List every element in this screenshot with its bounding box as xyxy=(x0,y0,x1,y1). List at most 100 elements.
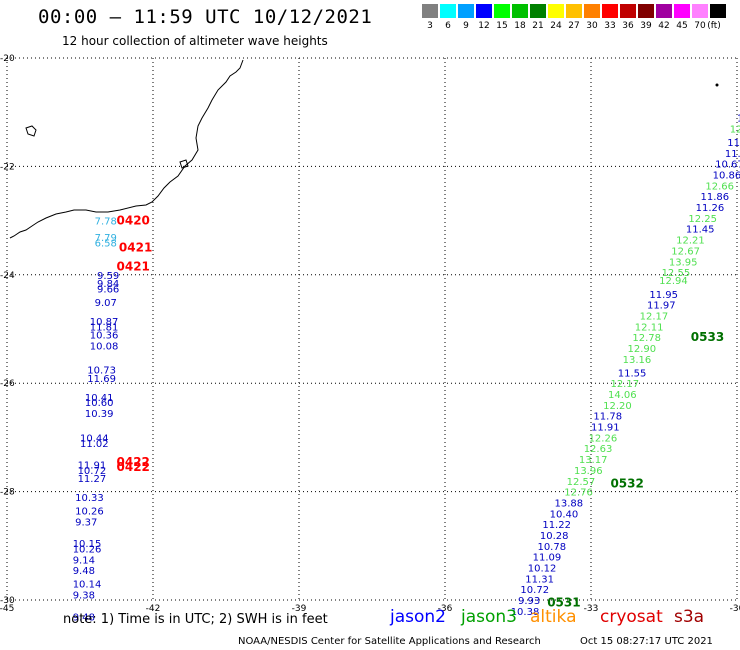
scale-swatch xyxy=(656,4,672,18)
track-time-label: 0533 xyxy=(691,330,724,344)
wave-height-value: 10 xyxy=(737,114,740,125)
wave-height-value: 11.02 xyxy=(80,439,109,450)
wave-height-value: 13.95 xyxy=(669,257,698,268)
chart-subtitle: 12 hour collection of altimeter wave hei… xyxy=(62,34,328,48)
wave-height-value: 12.17 xyxy=(640,311,669,322)
scale-swatch xyxy=(440,4,456,18)
legend-jason3: jason3 xyxy=(461,607,517,627)
wave-height-value: 9.37 xyxy=(75,517,97,528)
wave-height-value: 14.06 xyxy=(608,390,637,401)
wave-height-value: 11.22 xyxy=(542,520,571,531)
wave-height-value: 12.17 xyxy=(610,379,639,390)
wave-height-value: 10.44 xyxy=(80,433,109,444)
wave-height-value: 9.93 xyxy=(518,596,540,607)
lon-tick-label: -30 xyxy=(730,604,740,614)
wave-height-value: 10.08 xyxy=(90,341,119,352)
lon-tick-label: -36 xyxy=(438,604,453,614)
wave-height-value: 13.96 xyxy=(574,466,603,477)
wave-height-value: 12.67 xyxy=(671,246,700,257)
wave-height-value: 12.20 xyxy=(603,401,632,412)
scale-label: 9 xyxy=(463,21,469,31)
lat-tick-label: -26 xyxy=(0,379,15,389)
island-shape xyxy=(25,125,37,137)
wave-height-value: 11.69 xyxy=(87,374,116,385)
lat-tick-label: -30 xyxy=(0,596,15,606)
legend-note: note: 1) Time is in UTC; 2) SWH is in fe… xyxy=(63,612,328,627)
wave-height-value: 10.78 xyxy=(537,542,566,553)
wave-height-value: 6.58 xyxy=(95,238,117,249)
scale-label: 45 xyxy=(676,21,688,31)
wave-height-value: 11.97 xyxy=(647,301,676,312)
wave-height-value: 12.90 xyxy=(628,344,657,355)
island-dot xyxy=(715,83,719,87)
wave-height-value: 11.45 xyxy=(686,225,715,236)
wave-height-value: 11.86 xyxy=(701,192,730,203)
wave-height-value: 13.16 xyxy=(623,355,652,366)
track-time-label: 0420 xyxy=(117,214,150,228)
footer-timestamp: Oct 15 08:27:17 UTC 2021 xyxy=(580,636,713,647)
wave-height-value: 11.91 xyxy=(78,461,107,472)
wave-height-value: 10.14 xyxy=(73,580,102,591)
scale-label: 15 xyxy=(496,21,508,31)
wave-height-value: 12.11 xyxy=(635,322,664,333)
track-time-label: 0421 xyxy=(117,260,150,274)
wave-height-value: 12.76 xyxy=(564,488,593,499)
track-east: 1012.11.11.310.6710.8612.6611.8611.2612.… xyxy=(511,114,740,618)
scale-label: 27 xyxy=(568,21,580,31)
scale-label: 39 xyxy=(640,21,652,31)
scale-swatch xyxy=(458,4,474,18)
wave-height-value: 12.66 xyxy=(705,181,734,192)
wave-height-value: 12.25 xyxy=(688,214,717,225)
lon-tick-label: -33 xyxy=(584,604,599,614)
wave-height-value: 12.21 xyxy=(676,236,705,247)
wave-height-value: 10.36 xyxy=(90,330,119,341)
scale-swatch xyxy=(620,4,636,18)
wave-height-value: 13.17 xyxy=(579,455,608,466)
wave-height-value: 11.26 xyxy=(696,203,725,214)
scale-swatch xyxy=(494,4,510,18)
wave-height-value: 9.66 xyxy=(97,284,119,295)
scale-label: 12 xyxy=(478,21,490,31)
track-time-label: 0421 xyxy=(119,241,152,255)
wave-height-value: 11.81 xyxy=(90,322,119,333)
scale-swatch xyxy=(602,4,618,18)
lat-lon-grid xyxy=(6,57,738,601)
wave-height-value: 12.55 xyxy=(662,268,691,279)
track-time-label: 0422 xyxy=(117,455,150,469)
wave-height-value: 10.86 xyxy=(713,171,740,182)
wave-height-value: 12.63 xyxy=(584,444,613,455)
wave-height-value: 12.57 xyxy=(567,477,596,488)
scale-label: 70 xyxy=(694,21,706,31)
wave-height-value: 10.60 xyxy=(85,398,114,409)
scale-swatch xyxy=(584,4,600,18)
wave-height-value: 12. xyxy=(730,124,740,135)
scale-unit: (ft) xyxy=(707,21,721,31)
scale-swatch xyxy=(512,4,528,18)
scale-label: 21 xyxy=(532,21,544,31)
wave-height-value: 12.26 xyxy=(589,433,618,444)
legend-cryosat: cryosat xyxy=(600,607,663,627)
lon-tick-label: -45 xyxy=(0,604,14,614)
wave-height-value: 10.26 xyxy=(73,545,102,556)
wave-height-value: 11.09 xyxy=(533,553,562,564)
wave-height-value: 9.48 xyxy=(73,612,95,623)
lat-tick-label: -20 xyxy=(0,54,15,64)
wave-height-value: 9.14 xyxy=(73,555,95,566)
wave-height-value: 9.84 xyxy=(97,279,119,290)
wave-height-value: 10.33 xyxy=(75,493,104,504)
wave-height-value: 9.48 xyxy=(73,566,95,577)
legend-jason2: jason2 xyxy=(390,607,446,627)
island-shape xyxy=(179,159,189,169)
scale-swatch xyxy=(710,4,726,18)
wave-height-value: 10.72 xyxy=(78,466,107,477)
track-west: 7.787.796.589.599.849.669.0710.8711.8110… xyxy=(73,217,120,624)
scale-label: 24 xyxy=(550,21,562,31)
scale-label: 33 xyxy=(604,21,616,31)
wave-height-value: 11. xyxy=(727,138,740,149)
scale-swatch xyxy=(692,4,708,18)
axis-labels: -45 -42 -39 -36 -33 -30 -20 -22 -24 -26 -28 -30 xyxy=(0,54,740,614)
wave-height-value: 10.40 xyxy=(550,509,579,520)
track-time-label: 0532 xyxy=(610,476,643,490)
track-time-label: 0422 xyxy=(117,460,150,474)
